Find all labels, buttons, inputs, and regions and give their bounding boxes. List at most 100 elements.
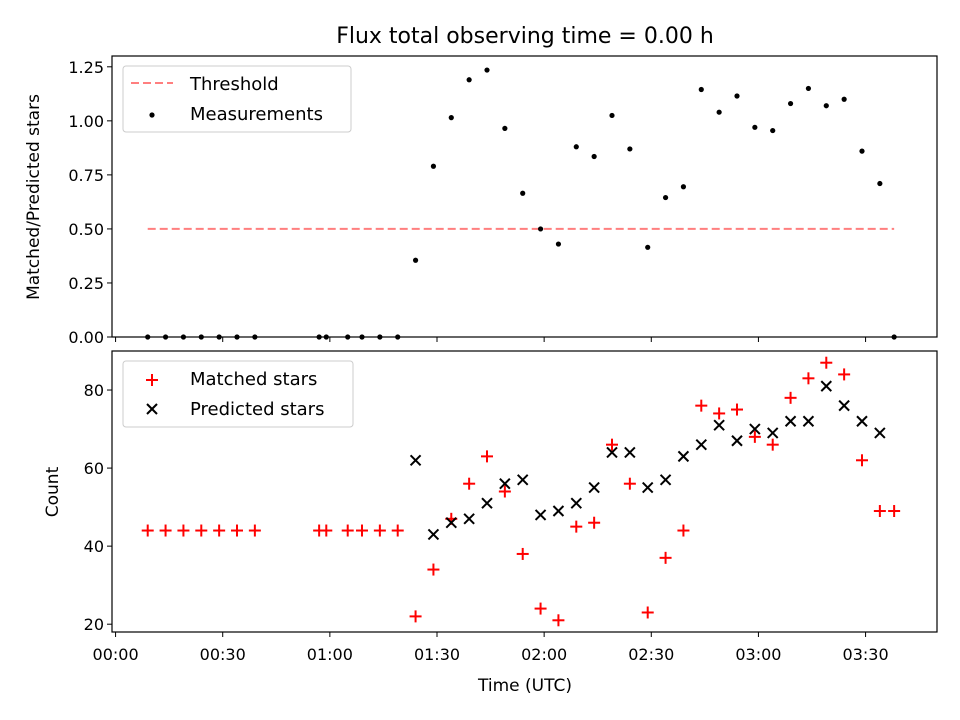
matched-star-point [677,524,690,537]
predicted-star-point [695,438,707,451]
x-tick-label: 03:00 [735,645,781,664]
matched-star-point [248,524,261,537]
measurement-point [430,163,437,169]
ratio-y-ticks: 0.00 0.25 0.50 0.75 1.00 1.25 [68,58,112,347]
count-x-ticks: 00:00 00:30 01:00 01:30 02:00 02:30 03:00 03:30 [93,632,889,664]
count-y-tick-label: 80 [84,381,104,400]
predicted-star-point [427,528,440,541]
predicted-star-point [642,481,654,494]
measurement-point [609,112,615,119]
chart-title: Flux total observing time = 0.00 h [336,24,714,49]
x-tick-label: 01:30 [414,645,460,664]
matched-star-point [873,505,886,518]
measurement-point [752,124,758,130]
matched-star-point [373,524,386,537]
predicted-star-point [624,446,636,459]
count-data [141,356,901,627]
x-tick-label: 02:00 [521,645,567,664]
matched-star-point [713,407,726,420]
predicted-star-point [659,474,672,486]
matched-star-point [766,438,779,451]
matched-star-point [659,551,672,564]
ratio-x-tickmarks [115,337,867,342]
measurement-point [484,67,490,73]
matched-star-point [463,477,476,490]
predicted-star-point [677,450,690,463]
count-legend-box [122,360,354,428]
measurement-point [698,86,704,93]
ratio-y-tick-label: 0.75 [68,166,104,185]
measurements-legend-swatch [149,112,155,118]
count-y-ticks: 20 40 60 80 [84,381,112,634]
count-y-tick-label: 60 [84,459,104,478]
ratio-legend-box [122,65,352,133]
matched-legend-swatch [146,374,158,386]
x-tick-label: 02:30 [628,645,674,664]
predicted-star-point [481,497,493,509]
matched-star-point [498,485,511,498]
matched-star-point [231,524,243,537]
predicted-star-point [463,513,475,525]
matched-star-point [391,524,404,537]
x-axis-label: Time (UTC) [477,676,572,696]
matched-star-point [570,520,583,533]
predicted-legend-label: Predicted stars [190,399,324,420]
predicted-star-point [802,415,815,427]
matched-star-point [820,356,833,369]
predicted-star-point [767,427,779,439]
matched-star-point [427,563,440,576]
predicted-star-point [517,474,529,486]
measurement-point [859,148,865,154]
matched-star-point [141,524,154,537]
matched-star-point [784,391,797,404]
matched-star-point [856,454,868,467]
measurement-point [645,244,651,250]
measurement-point [555,241,562,247]
count-legend: Matched stars Predicted stars [122,360,354,428]
measurement-point [662,194,669,201]
measurement-point [573,144,579,150]
measurement-point [734,93,740,99]
ratio-y-tick-label: 1.00 [68,112,104,131]
measurements-legend-label: Measurements [190,104,323,125]
measurement-point [627,146,633,152]
matched-star-point [588,516,601,529]
count-y-tick-label: 20 [84,615,104,634]
predicted-star-point [784,415,797,427]
ratio-legend: Threshold Measurements [122,65,352,133]
x-tick-label: 03:30 [843,645,889,664]
matched-star-point [552,614,565,627]
measurement-point [502,125,508,132]
ratio-y-tick-label: 0.25 [68,274,104,293]
count-y-tick-label: 40 [84,537,104,556]
matched-star-point [695,399,708,412]
measurement-point [466,77,472,83]
matched-star-point [159,524,172,537]
predicted-star-point [856,415,868,427]
predicted-star-point [409,454,422,466]
measurement-point [805,85,812,92]
matched-star-point [641,606,654,619]
measurement-point [787,100,794,107]
predicted-star-point [731,435,743,447]
measurement-point [823,103,829,109]
predicted-legend-swatch [146,403,158,415]
matched-star-point [516,547,529,560]
matched-star-point [320,524,333,537]
ratio-y-tick-label: 0.50 [68,220,104,239]
matched-star-point [481,450,493,463]
measurement-point [841,96,847,102]
ratio-plot-frame [111,55,938,338]
ratio-y-tick-label: 1.25 [68,58,104,77]
measurement-point [877,180,883,187]
measurement-point [520,190,526,196]
measurement-point [680,184,687,190]
measurement-point [770,127,776,134]
matched-star-point [802,372,815,385]
matched-star-point [409,610,422,623]
predicted-star-point [606,446,618,459]
x-tick-label: 00:00 [93,645,139,664]
count-plot-frame [111,350,938,633]
ratio-y-axis-label: Matched/Predicted stars [24,94,44,300]
predicted-star-point [874,427,886,439]
